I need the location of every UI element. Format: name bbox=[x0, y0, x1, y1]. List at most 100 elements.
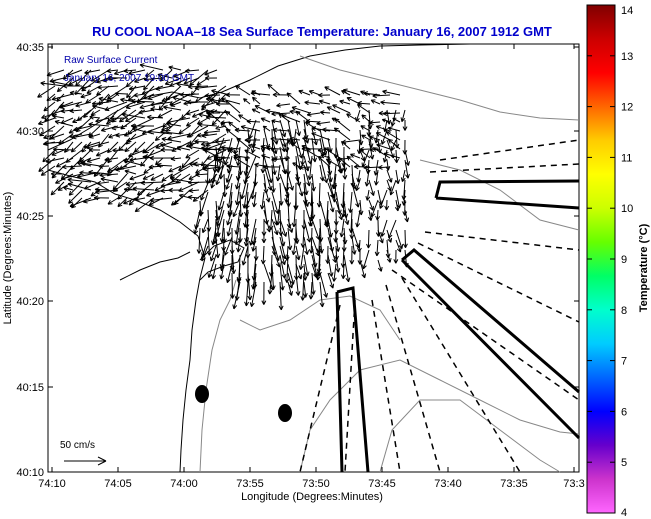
current-arrow bbox=[233, 137, 241, 155]
current-arrow bbox=[202, 166, 221, 172]
current-arrow bbox=[377, 229, 384, 244]
current-arrow bbox=[327, 218, 333, 238]
current-arrow bbox=[331, 263, 337, 282]
current-arrow bbox=[86, 157, 101, 163]
current-arrow bbox=[265, 108, 281, 114]
current-arrow bbox=[67, 182, 92, 191]
current-arrow bbox=[382, 111, 401, 117]
current-arrow bbox=[400, 109, 406, 123]
current-arrow bbox=[196, 227, 202, 254]
current-arrow bbox=[59, 101, 83, 110]
current-arrow bbox=[219, 263, 225, 280]
current-arrow bbox=[365, 189, 371, 201]
current-arrow bbox=[50, 181, 65, 196]
site-marker-2 bbox=[278, 404, 292, 422]
current-arrow bbox=[394, 129, 400, 149]
current-arrow bbox=[259, 191, 265, 210]
current-arrow bbox=[129, 173, 146, 181]
current-arrow bbox=[185, 149, 200, 159]
current-arrow bbox=[37, 85, 56, 98]
current-arrow bbox=[67, 177, 92, 183]
current-arrow bbox=[125, 101, 146, 110]
current-arrow bbox=[368, 199, 374, 211]
current-arrow bbox=[55, 157, 74, 168]
current-arrow bbox=[80, 161, 101, 167]
current-arrow bbox=[287, 218, 294, 233]
current-arrow bbox=[146, 189, 164, 197]
current-arrow bbox=[168, 165, 182, 173]
current-arrow bbox=[128, 85, 146, 91]
x-axis-label: Longitude (Degrees:Minutes) bbox=[241, 491, 383, 503]
current-arrow bbox=[133, 92, 146, 98]
current-arrow bbox=[60, 117, 74, 125]
current-arrow bbox=[194, 85, 218, 91]
current-arrow bbox=[244, 281, 250, 307]
current-arrow bbox=[300, 272, 306, 301]
current-arrow bbox=[335, 254, 341, 273]
radial-dashed-line bbox=[429, 163, 580, 173]
current-arrow bbox=[94, 187, 110, 193]
current-arrow bbox=[168, 187, 182, 193]
current-arrow bbox=[95, 149, 110, 157]
radial-dashed-line bbox=[344, 299, 356, 473]
current-arrow bbox=[106, 68, 119, 74]
y-tick-label: 40:10 bbox=[16, 467, 44, 479]
current-arrow bbox=[235, 85, 251, 96]
current-arrow bbox=[217, 146, 225, 171]
current-arrow bbox=[205, 114, 227, 120]
current-arrow bbox=[143, 93, 155, 100]
current-arrow bbox=[270, 263, 276, 290]
current-arrow bbox=[196, 77, 209, 86]
current-arrow bbox=[243, 98, 251, 105]
current-arrow bbox=[279, 254, 287, 279]
scale-label: 50 cm/s bbox=[60, 440, 95, 451]
current-arrow bbox=[240, 173, 249, 200]
current-arrow bbox=[223, 236, 233, 256]
current-arrow bbox=[402, 229, 408, 249]
current-arrow bbox=[244, 146, 250, 162]
current-arrow bbox=[356, 103, 371, 114]
current-arrow bbox=[319, 110, 331, 115]
current-arrow bbox=[355, 209, 361, 228]
current-arrow bbox=[279, 263, 285, 291]
current-arrow bbox=[380, 129, 388, 145]
current-arrow bbox=[327, 191, 335, 213]
colorbar-ticks: 14 13 12 11 10 9 8 7 6 5 4 bbox=[587, 4, 633, 519]
y-tick-label: 40:25 bbox=[16, 211, 44, 223]
legend-line-2: January 16, 2007 19:00 GMT bbox=[64, 73, 194, 84]
current-arrow bbox=[260, 137, 266, 153]
current-arrow bbox=[159, 69, 173, 82]
current-arrow bbox=[300, 146, 306, 166]
colorbar-tick-label: 12 bbox=[621, 102, 633, 114]
current-arrow bbox=[204, 93, 221, 98]
current-arrow bbox=[322, 127, 341, 133]
current-arrow bbox=[240, 124, 261, 132]
current-arrow bbox=[369, 120, 381, 126]
current-arrow bbox=[169, 176, 191, 183]
x-axis-ticks: 74:10 74:05 74:00 73:55 73:50 73:45 73:40 73:35… bbox=[38, 44, 585, 490]
current-arrow bbox=[339, 99, 351, 105]
current-arrow bbox=[109, 115, 128, 121]
current-arrow bbox=[382, 149, 388, 163]
current-arrow bbox=[382, 89, 401, 96]
radial-dashed-line bbox=[391, 269, 580, 401]
current-arrow bbox=[394, 149, 399, 164]
radial-boundary-lines bbox=[299, 139, 580, 473]
current-arrow bbox=[160, 129, 182, 135]
current-arrow bbox=[374, 169, 379, 186]
current-arrow bbox=[362, 249, 370, 270]
current-arrow bbox=[271, 119, 281, 124]
current-arrow bbox=[76, 173, 92, 179]
current-arrow bbox=[335, 200, 344, 221]
current-arrow bbox=[144, 141, 164, 154]
current-arrow bbox=[82, 197, 101, 204]
current-arrow bbox=[145, 69, 155, 78]
current-arrow bbox=[128, 69, 146, 76]
current-arrow bbox=[370, 99, 381, 105]
current-arrow bbox=[161, 136, 182, 143]
current-arrow bbox=[281, 114, 301, 123]
current-arrow bbox=[178, 181, 200, 192]
current-arrow bbox=[90, 109, 101, 116]
current-arrow bbox=[62, 164, 83, 170]
isobath-3 bbox=[299, 359, 580, 473]
